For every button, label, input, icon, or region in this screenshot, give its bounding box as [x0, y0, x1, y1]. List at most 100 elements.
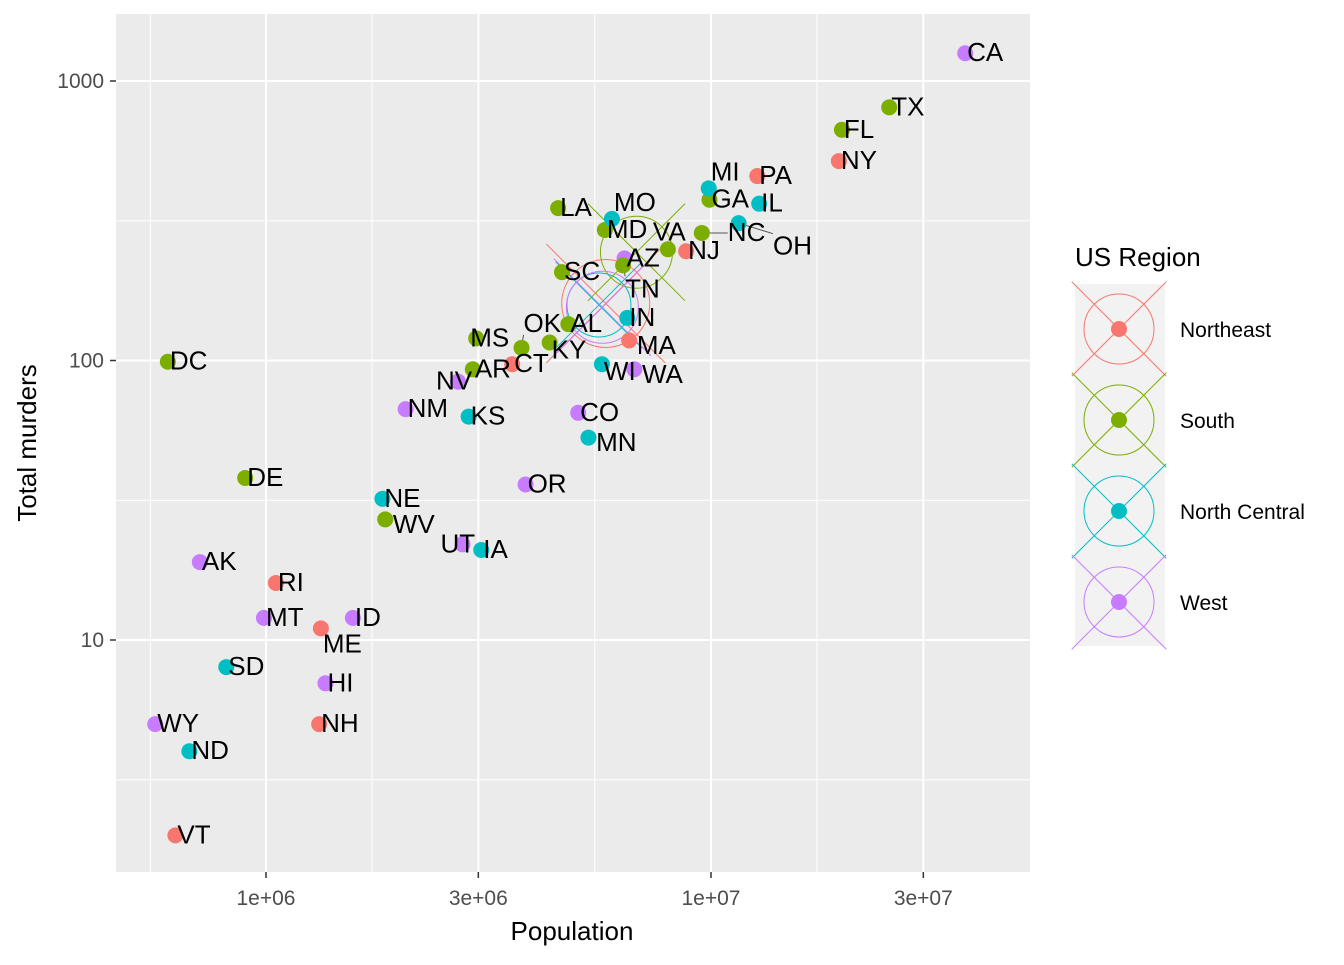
x-axis-title: Population [511, 916, 634, 946]
data-point [678, 243, 695, 260]
data-point [881, 99, 898, 116]
point-label: NV [436, 366, 473, 396]
point-label: CT [514, 348, 549, 378]
data-point [460, 408, 477, 425]
point-label: IA [483, 534, 508, 564]
data-point [550, 200, 567, 217]
summary-marker-circle [565, 270, 639, 344]
data-point [147, 716, 164, 733]
point-label: VA [653, 216, 686, 246]
data-point [454, 536, 471, 553]
y-axis-title: Total murders [12, 364, 42, 522]
data-point [541, 334, 558, 351]
data-point [730, 215, 747, 232]
point-label: HI [327, 667, 353, 697]
point-label: MS [470, 322, 509, 352]
point-label: OH [773, 231, 812, 261]
axis-ticks: 1e+06 3e+06 1e+07 3e+07 10 100 1000 [57, 70, 953, 910]
data-point [191, 554, 208, 571]
point-label: NJ [688, 235, 720, 265]
point-label: FL [844, 114, 874, 144]
point-label: VT [177, 819, 210, 849]
legend-key-circle [1083, 293, 1155, 365]
point-label: DE [247, 462, 283, 492]
summary-marker-circle [566, 272, 632, 338]
point-label: AZ [627, 242, 660, 272]
data-point [267, 574, 284, 591]
point-label: RI [278, 567, 304, 597]
legend-key-circle [1083, 475, 1155, 547]
point-label: NE [384, 483, 420, 513]
data-point [693, 224, 710, 241]
legend-label: North Central [1180, 501, 1305, 524]
summary-marker-cross [587, 203, 686, 302]
y-tick-label: 1000 [57, 70, 104, 93]
legend-key-dot [1111, 321, 1127, 337]
point-label: MI [711, 156, 740, 186]
point-label: TX [891, 91, 924, 121]
x-tick-label: 3e+06 [449, 887, 508, 910]
data-point [570, 404, 587, 421]
legend-key-dot [1111, 594, 1127, 610]
point-label: AL [570, 308, 602, 338]
point-label: ME [323, 628, 362, 658]
point-label: MT [266, 602, 304, 632]
point-labels: AL AK AZ AR CA CO CT DE DC FL GA HI ID IL IN IA KS KY LA ME… [157, 37, 1004, 849]
point-label: LA [560, 192, 592, 222]
legend-title: US Region [1075, 242, 1201, 272]
data-point [311, 716, 328, 733]
point-label: SD [228, 651, 264, 681]
data-point [449, 373, 466, 390]
data-point [830, 153, 847, 170]
data-point [619, 309, 636, 326]
y-tick-label: 10 [81, 629, 104, 652]
point-label: MN [596, 427, 636, 457]
y-tick-label: 100 [69, 350, 104, 373]
data-point [374, 490, 391, 507]
data-point [468, 330, 485, 347]
legend: Northeast South North Central West [1071, 281, 1305, 650]
data-point [749, 168, 766, 185]
legend-key-circle [1083, 384, 1155, 456]
point-label: AK [202, 546, 237, 576]
data-point [504, 356, 521, 373]
point-label: WA [642, 359, 684, 389]
data-point [603, 210, 620, 227]
data-point [344, 609, 361, 626]
point-label: OR [528, 469, 567, 499]
data-point [255, 609, 272, 626]
point-label: PA [759, 160, 792, 190]
point-label: ID [355, 602, 381, 632]
data-point [312, 620, 329, 637]
data-point [560, 316, 577, 333]
legend-label: South [1180, 410, 1235, 433]
legend-label: West [1180, 592, 1228, 615]
data-point [464, 361, 481, 378]
point-label: NC [728, 217, 766, 247]
data-point [159, 353, 176, 370]
data-point [751, 195, 768, 212]
point-label: UT [440, 528, 475, 558]
legend-label: Northeast [1180, 319, 1271, 342]
data-point [377, 511, 394, 528]
legend-key-background [1075, 284, 1165, 646]
point-label: SC [564, 256, 600, 286]
data-point [218, 659, 235, 676]
data-point [553, 264, 570, 281]
data-point [237, 469, 254, 486]
data-point [580, 429, 597, 446]
data-point [700, 180, 717, 197]
x-tick-label: 1e+07 [682, 887, 741, 910]
data-point [833, 121, 850, 138]
point-label: WI [604, 356, 636, 386]
data-point [513, 339, 530, 356]
point-label: NY [841, 145, 877, 175]
point-label: KS [471, 401, 506, 431]
data-point [659, 241, 676, 258]
data-point [397, 401, 414, 418]
data-point [615, 257, 632, 274]
data-point [621, 332, 638, 349]
data-point [167, 827, 184, 844]
summary-marker-circle [561, 258, 651, 348]
